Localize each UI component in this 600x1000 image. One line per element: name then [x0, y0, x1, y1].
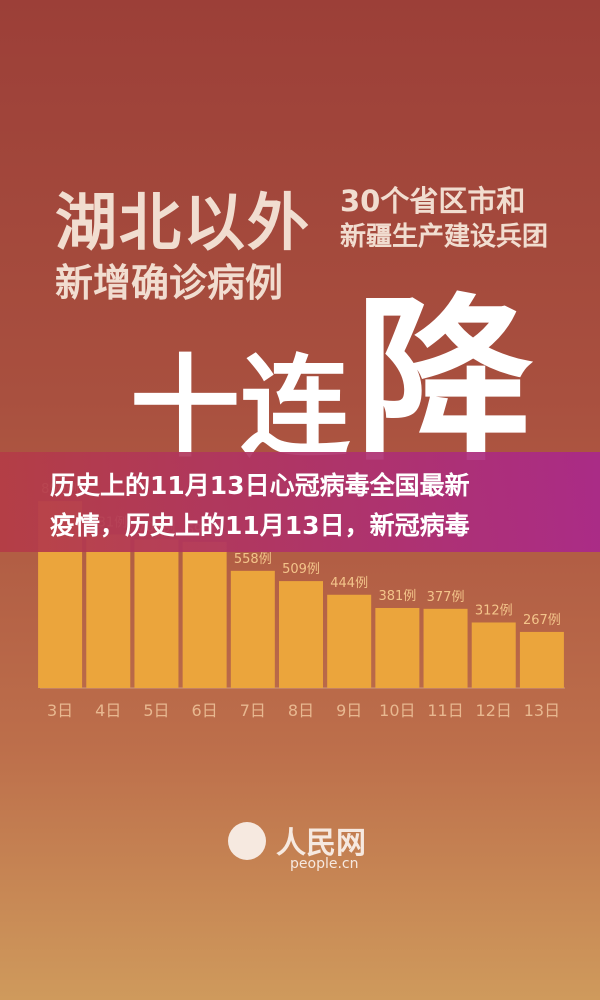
value-label: 444例	[330, 576, 368, 591]
bar	[279, 581, 323, 688]
x-tick-label: 7日	[240, 701, 266, 720]
side-text: 新疆生产建设兵团	[340, 222, 549, 252]
big-text: 降	[355, 278, 533, 485]
value-label: 558例	[234, 552, 272, 567]
value-label: 381例	[378, 589, 416, 604]
value-label: 267例	[523, 613, 561, 628]
logo-url: people.cn	[290, 856, 359, 872]
bar	[134, 539, 179, 688]
bar	[375, 607, 420, 688]
banner-text: 疫情，历史上的11月13日，新冠病毒	[50, 511, 470, 540]
bar	[519, 631, 564, 688]
bar	[423, 608, 468, 688]
bar	[182, 541, 227, 688]
title-banner: 历史上的11月13日心冠病毒全国最新 疫情，历史上的11月13日，新冠病毒	[0, 452, 600, 552]
logo-icon	[228, 822, 266, 860]
bar	[230, 570, 275, 688]
headline: 湖北以外	[55, 186, 312, 259]
x-tick-label: 9日	[336, 701, 362, 720]
headline: 新增确诊病例	[55, 261, 284, 305]
x-tick-label: 12日	[476, 701, 512, 720]
value-label: 312例	[475, 603, 513, 618]
banner-text: 历史上的11月13日心冠病毒全国最新	[50, 471, 470, 500]
logo: 人民网	[276, 826, 366, 861]
x-tick-label: 11日	[427, 701, 463, 720]
x-tick-label: 4日	[95, 701, 121, 720]
bar	[327, 594, 372, 688]
x-tick-label: 6日	[192, 701, 218, 720]
value-label: 377例	[427, 590, 465, 605]
bar	[86, 534, 131, 688]
big-text: 十连	[130, 344, 350, 472]
x-tick-label: 8日	[288, 701, 314, 720]
x-tick-label: 13日	[524, 701, 560, 720]
x-tick-label: 5日	[143, 701, 169, 720]
x-tick-label: 10日	[379, 701, 415, 720]
bar	[471, 622, 516, 688]
side-text: 30个省区市和	[340, 184, 526, 218]
x-tick-label: 3日	[47, 701, 73, 720]
value-label: 509例	[282, 562, 320, 577]
